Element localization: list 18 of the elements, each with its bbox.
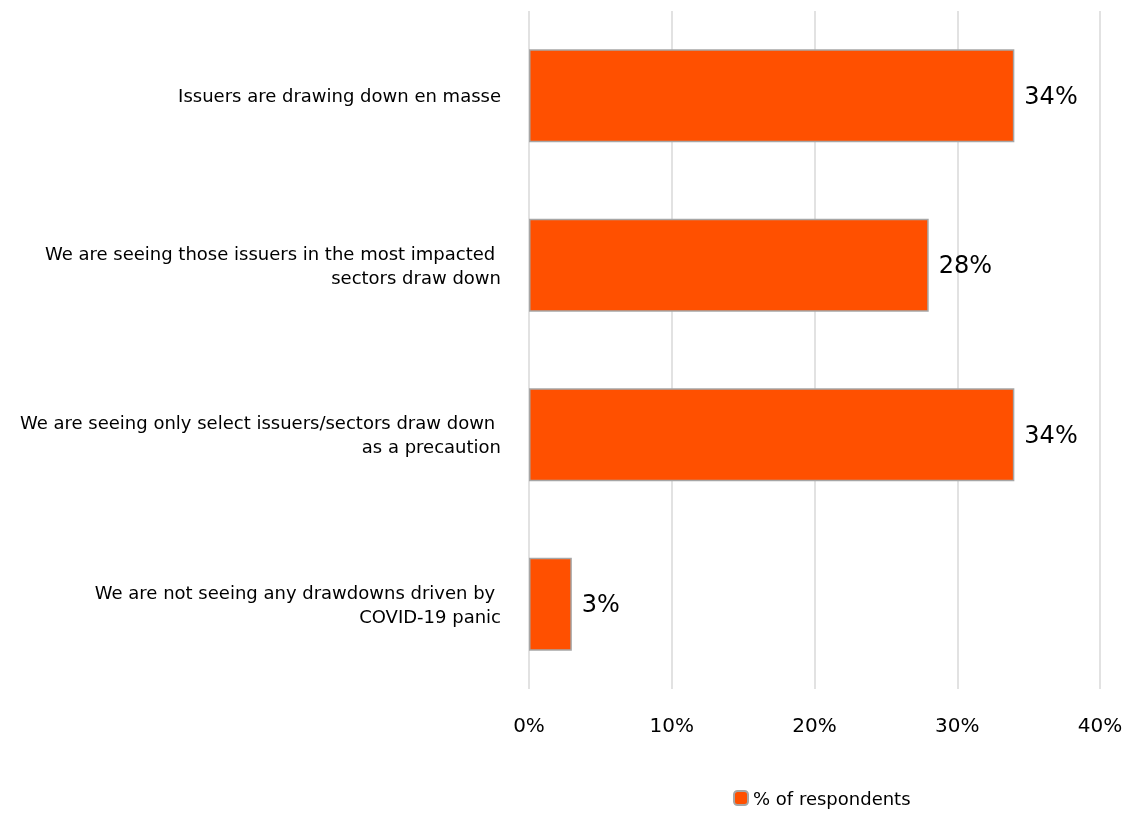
- bar: [529, 557, 572, 651]
- data-label: 3%: [581, 590, 620, 619]
- x-tick-label: 10%: [649, 713, 694, 737]
- bar: [529, 218, 929, 312]
- bar: [529, 388, 1015, 482]
- legend-label: % of respondents: [753, 787, 911, 809]
- y-tick-label: We are seeing those issuers in the most impacted sectors draw down: [44, 242, 501, 288]
- y-tick-label: Issuers are drawing down en masse: [178, 85, 501, 107]
- data-label: 28%: [938, 251, 993, 280]
- y-tick-label: We are not seeing any drawdowns driven by COVID-19 panic: [94, 581, 501, 627]
- data-label: 34%: [1024, 420, 1078, 449]
- bar: [529, 49, 1015, 143]
- x-tick-label: 0%: [513, 713, 545, 737]
- data-label: 34%: [1024, 81, 1078, 110]
- x-tick-label: 30%: [935, 713, 980, 737]
- x-tick-label: 20%: [792, 713, 837, 737]
- y-tick-label: We are seeing only select issuers/sectors draw down as a precaution: [19, 412, 501, 458]
- x-tick-label: 40%: [1077, 713, 1123, 737]
